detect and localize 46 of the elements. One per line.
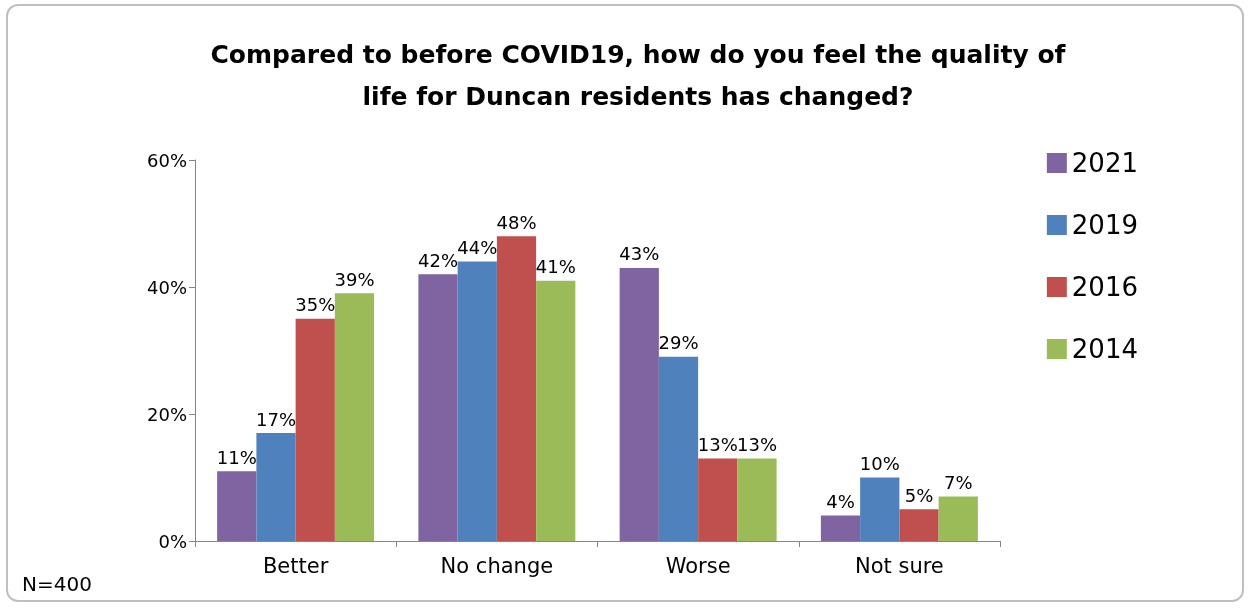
x-tick-label: Worse [665, 553, 731, 578]
bar [496, 236, 537, 541]
x-tick-label: Better [262, 553, 329, 578]
bar [938, 496, 978, 541]
data-label: 41% [535, 256, 576, 278]
legend-label: 2019 [1071, 210, 1138, 240]
data-label: 13% [697, 433, 738, 455]
bar [820, 515, 861, 541]
bar [256, 433, 296, 541]
data-label: 7% [943, 472, 973, 494]
bar [899, 509, 939, 541]
bar [619, 267, 659, 541]
data-label: 13% [736, 433, 777, 455]
y-tick-label: 20% [146, 403, 187, 425]
bar [334, 293, 375, 541]
y-tick-label: 60% [146, 149, 187, 171]
y-tick-label: 40% [146, 276, 187, 298]
x-tick-label: No change [440, 553, 554, 578]
chart-title: Compared to before COVID19, how do you feel the quality of life for Duncan residents has changed? [210, 39, 1067, 111]
data-label: 4% [826, 491, 855, 513]
bar [457, 261, 497, 541]
data-label: 29% [658, 332, 699, 354]
data-label: 42% [418, 249, 459, 271]
data-label: 44% [457, 237, 498, 259]
y-tick-label: 0% [158, 530, 187, 552]
data-label: 11% [216, 446, 257, 468]
bar [860, 477, 900, 541]
bar [658, 356, 699, 541]
data-label: 48% [496, 211, 537, 233]
bar [418, 274, 458, 541]
bar [698, 458, 738, 541]
legend-label: 2014 [1071, 334, 1138, 364]
legend-label: 2016 [1071, 272, 1138, 302]
x-tick-label: Not sure [854, 553, 944, 578]
legend-label: 2021 [1071, 148, 1138, 178]
bar [217, 471, 257, 541]
data-label: 39% [334, 268, 375, 290]
bar [737, 458, 777, 541]
data-label: 35% [295, 294, 336, 316]
bar [536, 280, 576, 541]
data-label: 43% [619, 243, 660, 265]
data-label: 17% [256, 408, 297, 430]
bar [295, 318, 335, 541]
data-label: 5% [904, 484, 934, 506]
text: N=400 [22, 572, 92, 596]
data-label: 10% [859, 453, 900, 474]
